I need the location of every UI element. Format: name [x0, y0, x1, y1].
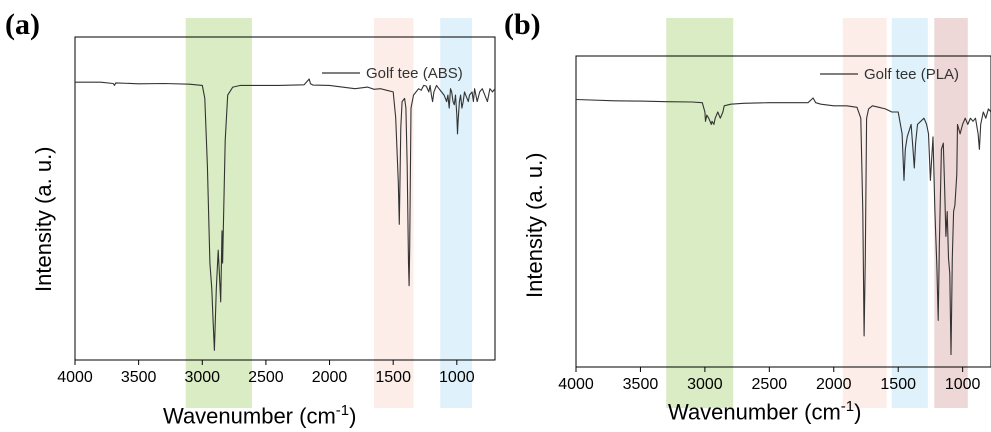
spectrum-plot-b: 4000 3500 3000 2500 2000 1500 1000 Golf tee (PL… — [558, 18, 991, 408]
x-tick-label-3000: 3000 — [184, 369, 220, 386]
x-tick-label-1500: 1500 — [880, 376, 916, 393]
panel-label-b: (b) — [504, 8, 541, 41]
x-axis-label-a: Wavenumber (cm-1) — [163, 402, 356, 429]
y-axis-label-a: Intensity (a. u.) — [31, 146, 56, 292]
x-tick-label-3500: 3500 — [121, 369, 157, 386]
x-tick-label-1500: 1500 — [375, 369, 411, 386]
x-axis-label-b: Wavenumber (cm-1) — [668, 398, 861, 425]
plot-frame — [575, 55, 991, 368]
plot-frame — [74, 36, 496, 361]
x-axis-label-a-close: ) — [349, 403, 357, 429]
panel-label-a: (a) — [5, 8, 40, 41]
x-axis-label-a-text: Wavenumber (cm — [163, 403, 336, 429]
x-tick-label-2500: 2500 — [752, 376, 788, 393]
x-tick-label-2000: 2000 — [816, 376, 852, 393]
spectrum-line — [75, 78, 496, 351]
spectrum-line — [575, 97, 991, 356]
highlight-band-3 — [440, 18, 473, 408]
chart-panel-b: (b) 4000 3500 3000 2500 2000 1500 1000 Golf tee… — [500, 0, 991, 432]
x-axis-label-b-sup: -1 — [840, 398, 855, 415]
x-tick-label-3000: 3000 — [687, 376, 723, 393]
highlight-band-1 — [185, 18, 252, 408]
highlight-band-3 — [891, 18, 928, 408]
highlight-band-2 — [842, 18, 887, 408]
x-axis-label-a-sup: -1 — [335, 402, 350, 419]
x-tick-label-2000: 2000 — [312, 369, 348, 386]
x-axis-label-b-text: Wavenumber (cm — [668, 399, 841, 425]
x-tick-label-4000: 4000 — [57, 369, 93, 386]
legend-label: Golf tee (ABS) — [366, 65, 463, 82]
x-tick-label-1000: 1000 — [945, 376, 981, 393]
x-tick-label-4000: 4000 — [558, 376, 594, 393]
spectrum-plot-a: 4000 3500 3000 2500 2000 1500 1000 Golf tee (AB… — [57, 18, 496, 408]
x-tick-label-2500: 2500 — [248, 369, 284, 386]
x-tick-label-1000: 1000 — [439, 369, 475, 386]
chart-panel-a: (a) 4000 3500 3000 2500 2000 1500 1000 Golf tee… — [5, 8, 496, 429]
highlight-band-1 — [666, 18, 734, 408]
x-axis-label-b-close: ) — [854, 399, 862, 425]
legend-label: Golf tee (PLA) — [864, 66, 959, 83]
highlight-band-2 — [374, 18, 414, 408]
x-tick-label-3500: 3500 — [623, 376, 659, 393]
y-axis-label-b: Intensity (a. u.) — [522, 152, 547, 298]
